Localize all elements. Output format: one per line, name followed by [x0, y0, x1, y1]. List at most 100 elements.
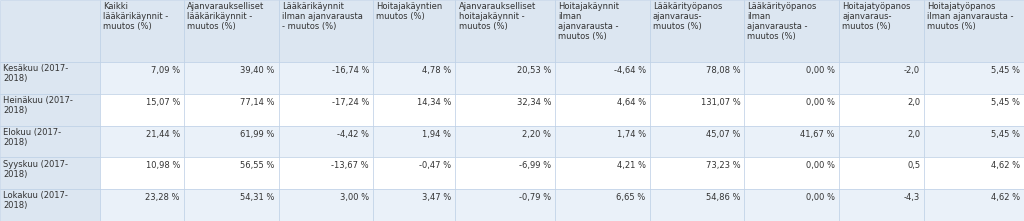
Text: 39,40 %: 39,40 % — [241, 66, 274, 75]
Text: 15,07 %: 15,07 % — [145, 98, 180, 107]
Bar — [555, 0, 650, 62]
Bar — [650, 94, 744, 126]
Text: Lokakuu (2017-
2018): Lokakuu (2017- 2018) — [3, 191, 68, 210]
Text: 1,74 %: 1,74 % — [616, 130, 646, 139]
Text: 0,00 %: 0,00 % — [806, 161, 835, 170]
Text: 20,53 %: 20,53 % — [517, 66, 551, 75]
Text: 61,99 %: 61,99 % — [241, 130, 274, 139]
Text: Kesäkuu (2017-
2018): Kesäkuu (2017- 2018) — [3, 64, 69, 83]
Text: 2,20 %: 2,20 % — [522, 130, 551, 139]
Text: 14,34 %: 14,34 % — [417, 98, 452, 107]
Bar — [279, 126, 373, 157]
Bar — [744, 189, 839, 221]
Text: -4,64 %: -4,64 % — [613, 66, 646, 75]
Bar — [184, 94, 279, 126]
Text: 77,14 %: 77,14 % — [240, 98, 274, 107]
Text: 73,23 %: 73,23 % — [706, 161, 740, 170]
Bar — [650, 126, 744, 157]
Text: 56,55 %: 56,55 % — [241, 161, 274, 170]
Text: -6,99 %: -6,99 % — [519, 161, 551, 170]
Text: Heinäkuu (2017-
2018): Heinäkuu (2017- 2018) — [3, 96, 73, 115]
Bar — [555, 126, 650, 157]
Bar — [0, 157, 99, 189]
Text: 23,28 %: 23,28 % — [145, 193, 180, 202]
Bar — [279, 94, 373, 126]
Text: 0,00 %: 0,00 % — [806, 98, 835, 107]
Bar — [99, 157, 184, 189]
Bar — [373, 62, 456, 94]
Bar — [650, 189, 744, 221]
Text: 3,47 %: 3,47 % — [422, 193, 452, 202]
Bar — [279, 62, 373, 94]
Text: -17,24 %: -17,24 % — [332, 98, 369, 107]
Text: 45,07 %: 45,07 % — [706, 130, 740, 139]
Bar — [456, 157, 555, 189]
Bar — [744, 62, 839, 94]
Text: 7,09 %: 7,09 % — [151, 66, 180, 75]
Text: 0,5: 0,5 — [907, 161, 921, 170]
Text: Lääkärikäynnit
ilman ajanvarausta
- muutos (%): Lääkärikäynnit ilman ajanvarausta - muut… — [282, 2, 362, 31]
Bar — [839, 126, 925, 157]
Bar — [373, 157, 456, 189]
Bar — [99, 94, 184, 126]
Bar — [99, 126, 184, 157]
Text: 2,0: 2,0 — [907, 130, 921, 139]
Text: 0,00 %: 0,00 % — [806, 66, 835, 75]
Bar — [0, 94, 99, 126]
Text: Hoitajatyöpanos
ilman ajanvarausta -
muutos (%): Hoitajatyöpanos ilman ajanvarausta - muu… — [928, 2, 1014, 31]
Text: 54,86 %: 54,86 % — [706, 193, 740, 202]
Text: 6,65 %: 6,65 % — [616, 193, 646, 202]
Bar — [0, 62, 99, 94]
Bar — [650, 157, 744, 189]
Text: Ajanvaraukselliset
hoitajakäynnit -
muutos (%): Ajanvaraukselliset hoitajakäynnit - muut… — [459, 2, 536, 31]
Text: -4,3: -4,3 — [904, 193, 921, 202]
Text: 4,21 %: 4,21 % — [616, 161, 646, 170]
Bar — [99, 62, 184, 94]
Text: -0,47 %: -0,47 % — [419, 161, 452, 170]
Bar — [839, 62, 925, 94]
Text: Hoitajatyöpanos
ajanvaraus-
muutos (%): Hoitajatyöpanos ajanvaraus- muutos (%) — [842, 2, 910, 31]
Bar — [456, 189, 555, 221]
Bar — [555, 94, 650, 126]
Bar — [184, 62, 279, 94]
Text: 5,45 %: 5,45 % — [991, 130, 1020, 139]
Text: Ajanvaraukselliset
lääkärikäynnit -
muutos (%): Ajanvaraukselliset lääkärikäynnit - muut… — [187, 2, 264, 31]
Text: 131,07 %: 131,07 % — [700, 98, 740, 107]
Bar — [456, 126, 555, 157]
Bar — [184, 157, 279, 189]
Bar — [925, 94, 1024, 126]
Bar — [373, 94, 456, 126]
Text: 3,00 %: 3,00 % — [340, 193, 369, 202]
Bar — [925, 189, 1024, 221]
Bar — [555, 189, 650, 221]
Text: Lääkärityöpanos
ajanvaraus-
muutos (%): Lääkärityöpanos ajanvaraus- muutos (%) — [653, 2, 722, 31]
Bar — [0, 189, 99, 221]
Bar — [99, 0, 184, 62]
Text: 21,44 %: 21,44 % — [145, 130, 180, 139]
Bar — [839, 189, 925, 221]
Bar — [456, 0, 555, 62]
Bar — [555, 157, 650, 189]
Bar — [279, 0, 373, 62]
Bar — [373, 189, 456, 221]
Bar — [456, 94, 555, 126]
Text: Elokuu (2017-
2018): Elokuu (2017- 2018) — [3, 128, 61, 147]
Bar — [99, 189, 184, 221]
Text: -2,0: -2,0 — [904, 66, 921, 75]
Text: -13,67 %: -13,67 % — [332, 161, 369, 170]
Text: -4,42 %: -4,42 % — [337, 130, 369, 139]
Bar — [744, 157, 839, 189]
Bar — [184, 126, 279, 157]
Text: 10,98 %: 10,98 % — [145, 161, 180, 170]
Bar — [373, 0, 456, 62]
Text: 78,08 %: 78,08 % — [706, 66, 740, 75]
Bar — [184, 0, 279, 62]
Bar — [555, 62, 650, 94]
Text: Hoitajakäyntien
muutos (%): Hoitajakäyntien muutos (%) — [376, 2, 442, 21]
Text: -0,79 %: -0,79 % — [519, 193, 551, 202]
Text: 32,34 %: 32,34 % — [516, 98, 551, 107]
Text: 5,45 %: 5,45 % — [991, 98, 1020, 107]
Bar — [279, 189, 373, 221]
Bar — [650, 62, 744, 94]
Bar — [0, 126, 99, 157]
